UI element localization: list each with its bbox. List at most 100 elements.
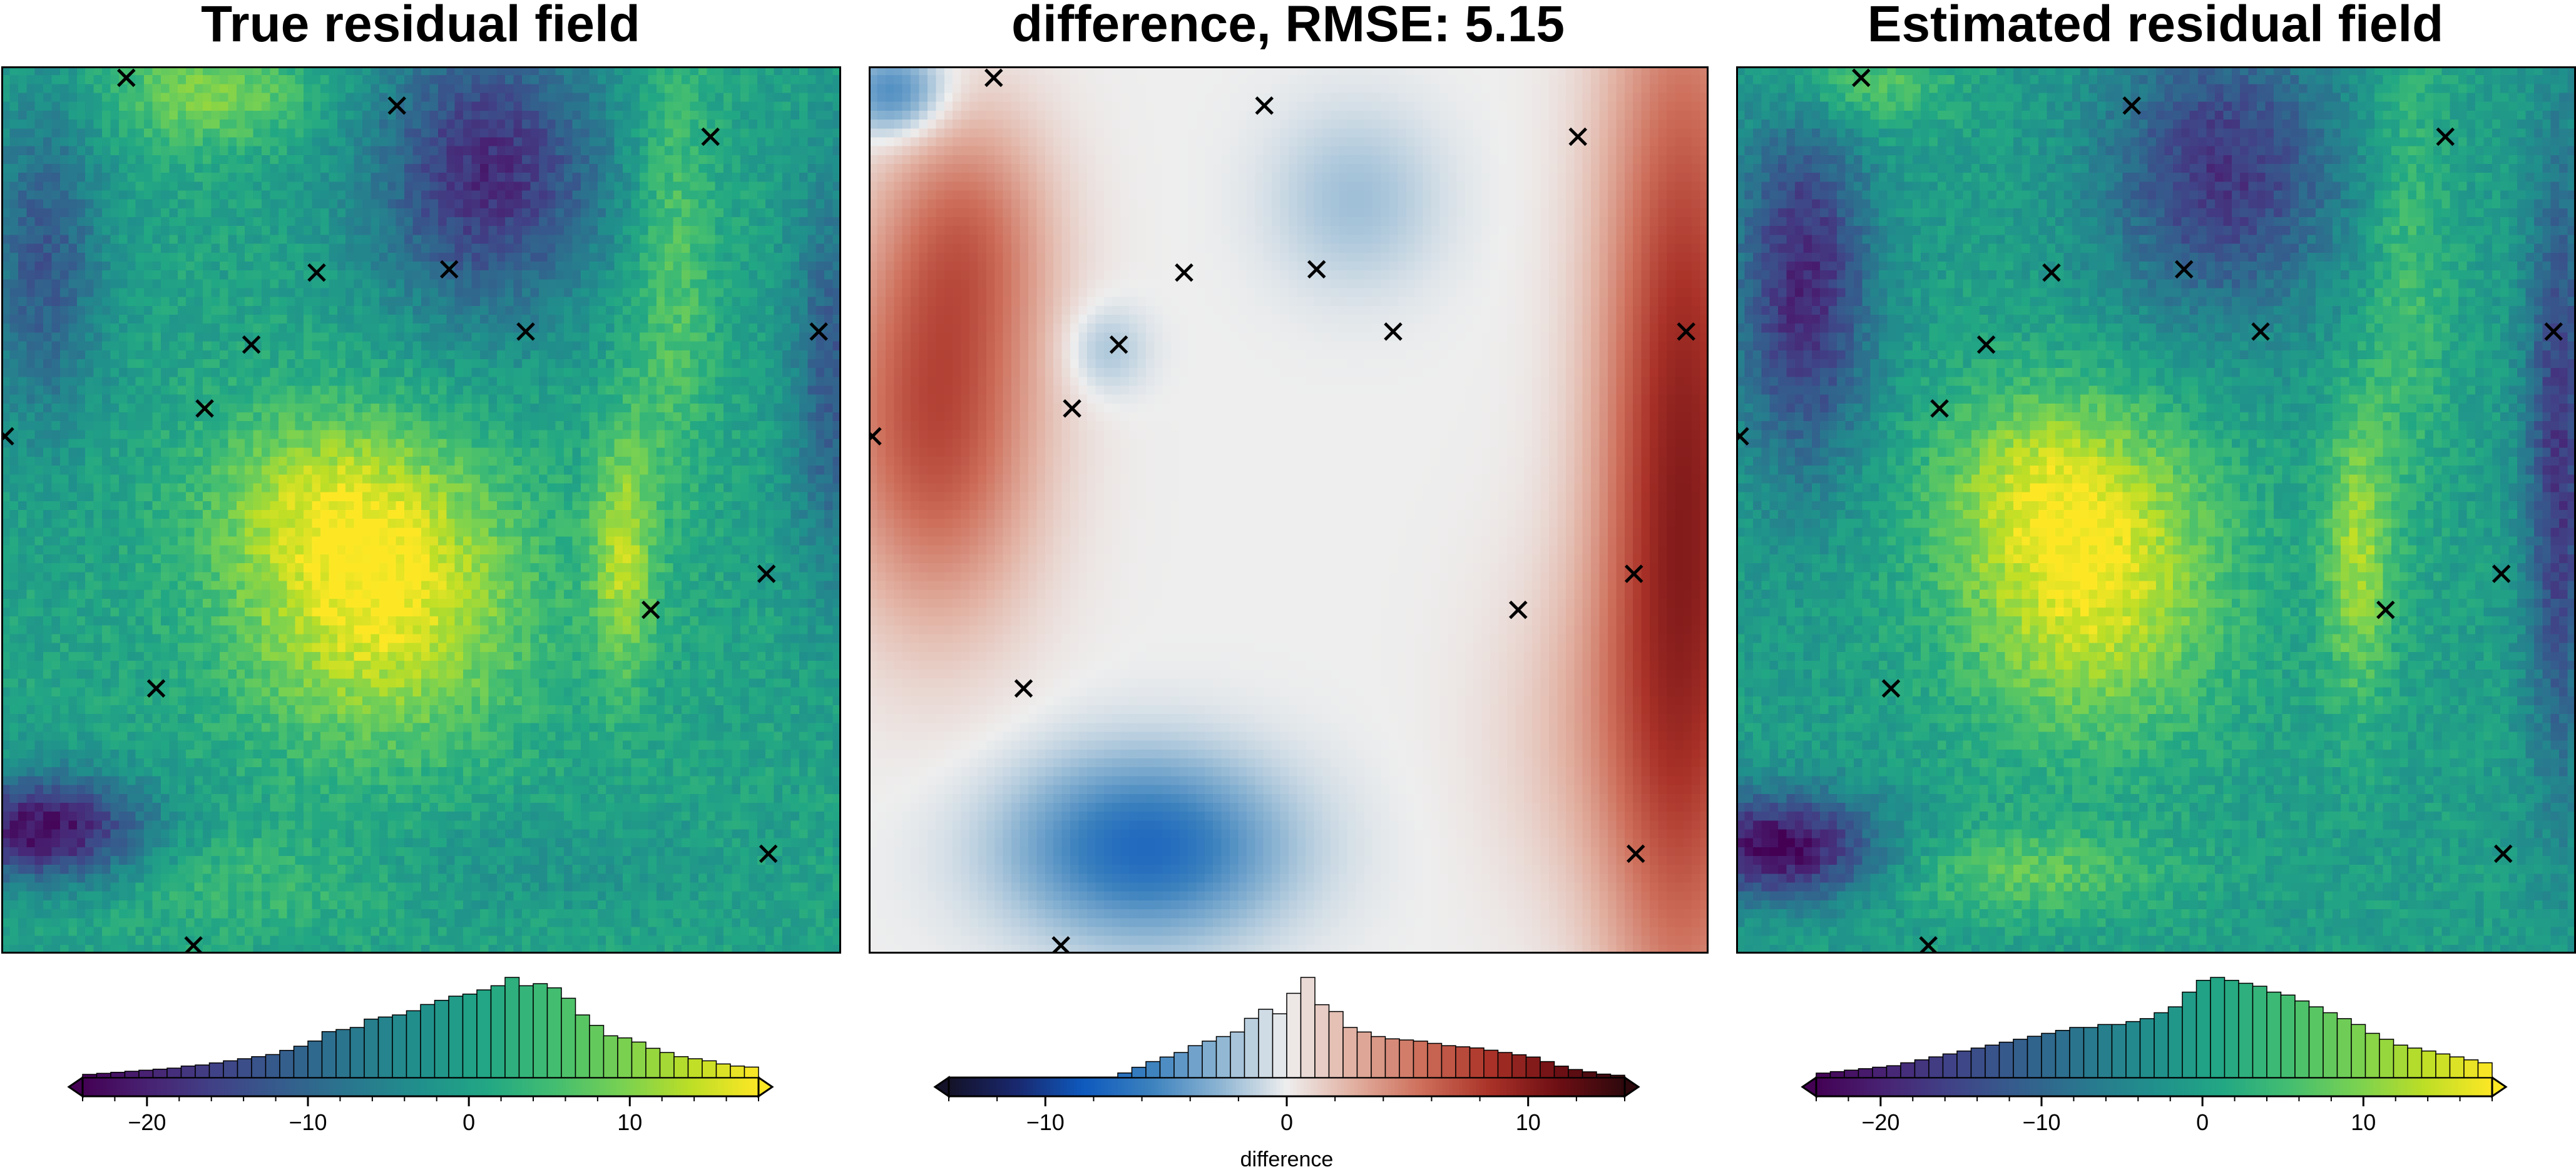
histogram-bar: [2055, 1029, 2070, 1078]
colorbar-swatch: [2090, 1078, 2094, 1096]
colorbar-swatch: [1998, 1078, 2003, 1096]
colorbar-swatch: [687, 1078, 692, 1096]
colorbar-swatch: [2184, 1078, 2189, 1096]
colorbar-swatch: [2100, 1078, 2104, 1096]
colorbar-swatch: [136, 1078, 141, 1096]
colorbar-swatch: [1006, 1078, 1011, 1096]
colorbar-swatch: [123, 1078, 128, 1096]
colorbar-swatch: [2441, 1078, 2446, 1096]
colorbar-swatch: [2218, 1078, 2222, 1096]
colorbar-swatch: [265, 1078, 269, 1096]
histogram-bar: [561, 997, 576, 1078]
colorbar-swatch: [535, 1078, 539, 1096]
histogram-bar: [307, 1040, 323, 1078]
histogram-bar: [744, 1066, 759, 1078]
colorbar-swatch: [959, 1078, 963, 1096]
colorbar-swatch: [1867, 1078, 1871, 1096]
colorbar-swatch: [573, 1078, 577, 1096]
colorbar-swatch: [1249, 1078, 1254, 1096]
colorbar-swatch: [528, 1078, 533, 1096]
histogram-bar: [490, 985, 506, 1078]
colorbar-swatch: [1013, 1078, 1017, 1096]
colorbar-swatch: [643, 1078, 648, 1096]
histogram-bar: [2323, 1012, 2338, 1078]
histogram-bar: [1328, 1011, 1344, 1078]
colorbar-swatch: [962, 1078, 966, 1096]
colorbar-swatch: [228, 1078, 232, 1096]
colorbar-swatch: [1317, 1078, 1321, 1096]
colorbar-swatch: [143, 1078, 148, 1096]
colorbar-swatch: [491, 1078, 496, 1096]
heatmap-raster: [869, 66, 1709, 954]
histogram-bar: [1483, 1049, 1499, 1078]
sample-point-marker: [641, 600, 660, 619]
colorbar-swatch: [2414, 1078, 2419, 1096]
histogram-bar: [603, 1035, 618, 1078]
histogram-bar: [2182, 991, 2197, 1078]
colorbar-swatch: [2289, 1078, 2294, 1096]
histogram-bar: [1582, 1071, 1597, 1078]
colorbar-swatch: [373, 1078, 377, 1096]
histogram-bar: [1998, 1041, 2014, 1078]
colorbar-swatch: [1388, 1078, 1393, 1096]
colorbar-swatch: [1145, 1078, 1149, 1096]
histogram-bar: [2477, 1062, 2493, 1078]
colorbar-swatch: [2411, 1078, 2415, 1096]
colorbar-swatch: [126, 1078, 131, 1096]
colorbar-swatch: [1921, 1078, 1925, 1096]
colorbar-swatch: [285, 1078, 290, 1096]
colorbar-swatch: [2306, 1078, 2311, 1096]
colorbar-swatch: [2391, 1078, 2395, 1096]
colorbar-difference: −10 0 10: [933, 970, 1643, 1136]
colorbar-swatch: [1067, 1078, 1071, 1096]
histogram-bar: [2407, 1047, 2423, 1078]
sample-point-marker: [809, 322, 828, 341]
histogram-bar: [208, 1062, 224, 1078]
colorbar-swatch: [342, 1078, 347, 1096]
colorbar-swatch: [366, 1078, 371, 1096]
colorbar-swatch: [647, 1078, 652, 1096]
colorbar-swatch: [1073, 1078, 1078, 1096]
colorbar-swatch: [2370, 1078, 2374, 1096]
sample-point-marker: [1051, 936, 1070, 954]
colorbar-histogram: −10 0 10: [933, 977, 1640, 1135]
sample-point-marker: [1175, 263, 1193, 282]
colorbar-swatch: [684, 1078, 688, 1096]
colorbar-swatch: [1053, 1078, 1058, 1096]
colorbar-swatch: [1276, 1078, 1281, 1096]
colorbar-swatch: [1904, 1078, 1908, 1096]
colorbar-swatch: [1520, 1078, 1524, 1096]
sample-point-marker: [1626, 844, 1645, 864]
colorbar-swatch: [2279, 1078, 2284, 1096]
histogram-bar: [2097, 1024, 2113, 1078]
colorbar-swatch: [1090, 1078, 1095, 1096]
histogram-bar: [1610, 1074, 1625, 1078]
colorbar-swatch: [1367, 1078, 1372, 1096]
colorbar-swatch: [2029, 1078, 2033, 1096]
colorbar-swatch: [522, 1078, 526, 1096]
colorbar-swatch: [1364, 1078, 1369, 1096]
histogram-bar: [293, 1046, 309, 1078]
colorbar-swatch: [289, 1078, 293, 1096]
histogram-bar: [1886, 1065, 1901, 1078]
colorbar-tick-label: −10: [2022, 1109, 2060, 1135]
colorbar-swatch: [748, 1078, 753, 1096]
histogram-bar: [1956, 1050, 1972, 1078]
histogram-bar: [687, 1058, 703, 1078]
colorbar-swatch: [329, 1078, 334, 1096]
colorbar-swatch: [1428, 1078, 1433, 1096]
colorbar-swatch: [190, 1078, 195, 1096]
colorbar-swatch: [2164, 1078, 2169, 1096]
colorbar-swatch: [1009, 1078, 1014, 1096]
colorbar-swatch: [252, 1078, 256, 1096]
colorbar-swatch: [1887, 1078, 1891, 1096]
colorbar-swatch: [1880, 1078, 1884, 1096]
colorbar-swatch: [410, 1078, 415, 1096]
colorbar-swatch: [718, 1078, 722, 1096]
colorbar-swatch: [2134, 1078, 2138, 1096]
colorbar-swatch: [1185, 1078, 1190, 1096]
colorbar-swatch: [160, 1078, 165, 1096]
colorbar-swatch: [1215, 1078, 1220, 1096]
colorbar-swatch: [1513, 1078, 1518, 1096]
colorbar-swatch: [1819, 1078, 1824, 1096]
